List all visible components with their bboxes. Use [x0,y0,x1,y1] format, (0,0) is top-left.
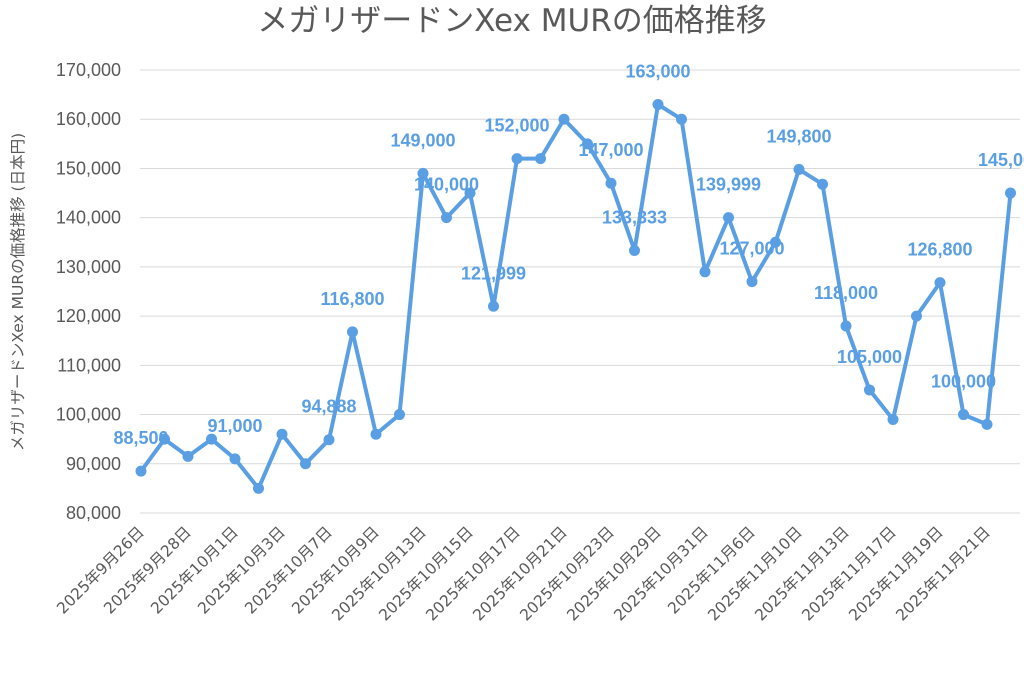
data-point [770,236,781,248]
data-label: 118,000 [814,283,878,303]
y-tick-label: 100,000 [56,405,121,425]
data-label: 121,999 [461,263,526,283]
y-tick-label: 120,000 [56,306,121,326]
y-tick-label: 150,000 [56,158,121,178]
data-point [323,434,335,446]
data-point [276,428,288,440]
data-point [723,212,734,224]
data-point [347,326,358,338]
data-label: 149,800 [766,126,831,146]
y-tick-label: 110,000 [57,355,121,375]
data-point [182,450,194,462]
data-label: 105,000 [837,347,902,367]
data-point [864,384,875,396]
data-point [441,212,452,224]
data-point [911,310,922,322]
data-point [394,409,405,421]
data-label: 88,500 [113,428,168,448]
y-tick-label: 170,000 [56,60,121,80]
data-label: 163,000 [625,61,690,81]
data-label: 147,000 [578,140,643,160]
data-point [746,276,758,288]
y-tick-label: 130,000 [56,257,121,277]
data-label: 145,000 [978,150,1024,170]
data-point [981,418,993,430]
chart-title: メガリザードンXex MURの価格推移 [257,3,767,39]
data-point [488,300,499,312]
data-point [840,320,852,332]
data-label: 152,000 [484,116,549,136]
data-point [135,465,147,477]
data-point [511,153,523,165]
data-point [159,433,170,445]
data-point [958,409,969,421]
data-label: 149,000 [390,130,455,150]
data-label: 139,999 [696,175,761,195]
data-point [1005,187,1016,199]
data-point [464,187,476,199]
data-points [135,98,1016,494]
data-point [229,453,241,465]
data-point [253,482,264,494]
series-polyline [139,102,1013,491]
data-point [817,178,828,190]
data-point [699,266,711,278]
y-axis-ticks: 80,000 90,000 100,000 110,000 120,000 130,000… [56,60,121,523]
data-point [652,98,664,110]
data-point [629,244,640,256]
data-point [934,277,946,289]
data-point [206,433,217,445]
data-point [300,458,311,470]
data-label: 91,000 [207,416,262,436]
data-point [370,428,382,440]
data-label: 133,333 [602,207,667,227]
data-point [887,413,899,425]
series-line [139,102,1013,491]
x-axis-ticks: 2025年9月26日2025年9月28日2025年10月1日2025年10月3日… [53,523,993,624]
data-label: 94,888 [301,397,356,417]
data-label: 127,000 [719,239,784,259]
y-tick-label: 160,000 [56,109,121,129]
data-point [676,113,687,125]
data-label: 140,000 [414,175,479,195]
data-point [417,167,429,179]
y-axis-label: メガリザードンXex MURの価格推移 (日本円) [9,133,27,451]
data-label: 100,000 [931,372,996,392]
y-tick-label: 140,000 [56,208,121,228]
data-point [793,163,805,175]
data-label: 126,800 [907,240,972,260]
data-labels: 88,500 91,000 94,888 116,800 149,000 140,000 1… [113,61,1024,448]
data-point [605,177,617,189]
data-label: 116,800 [320,289,384,309]
data-point [558,113,570,125]
y-tick-label: 80,000 [66,503,121,523]
gridlines [140,69,1020,514]
data-point [535,153,546,165]
data-point [582,138,593,150]
y-tick-label: 90,000 [66,454,121,474]
